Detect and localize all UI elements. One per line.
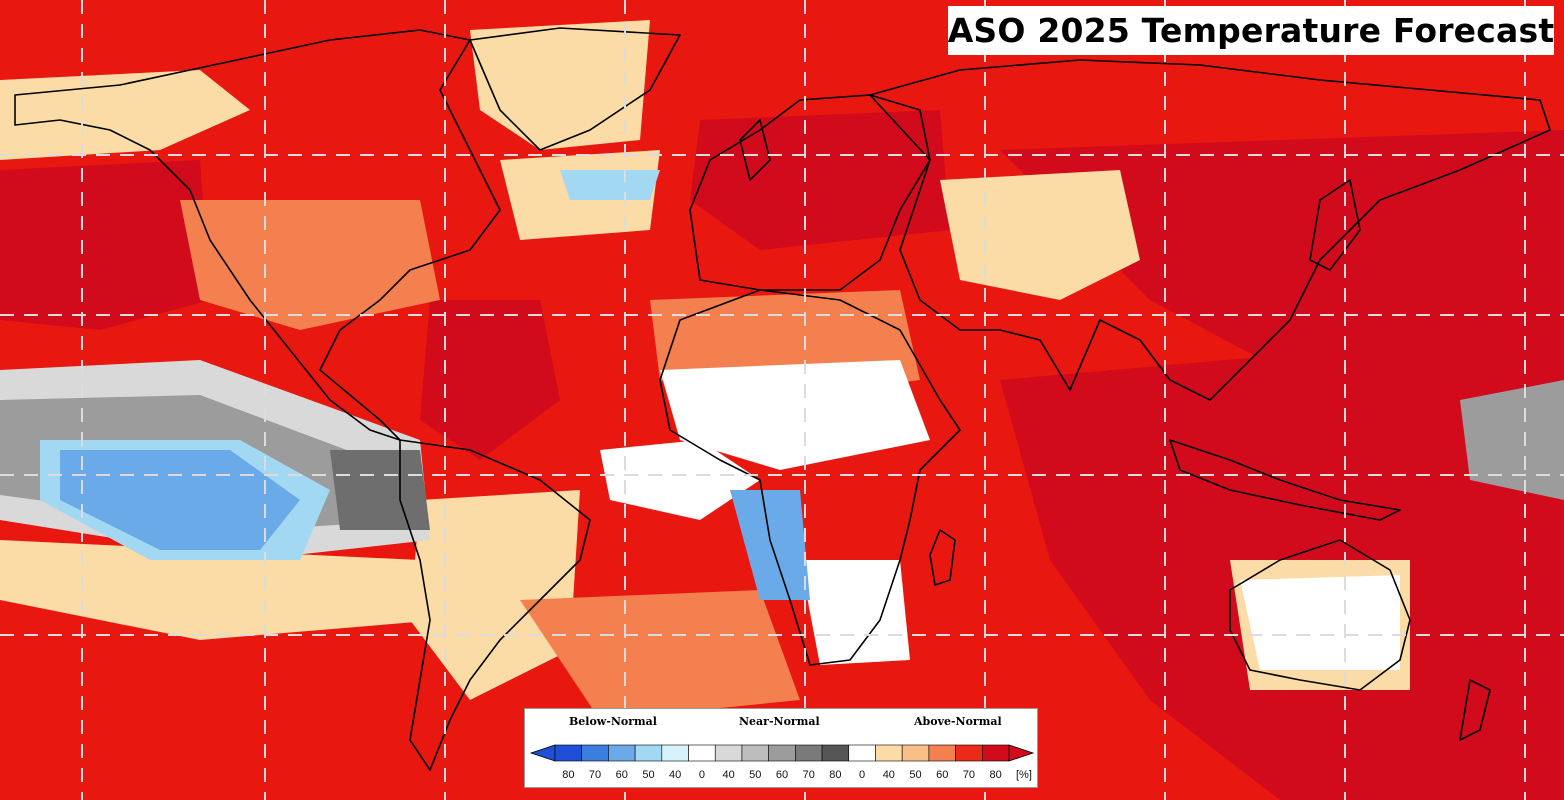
legend-tick-label: 70 — [962, 769, 976, 781]
legend-tick-label: 50 — [749, 769, 762, 781]
fill-region-north-pacific — [0, 160, 210, 330]
legend-tick-label: 60 — [615, 769, 628, 781]
fill-region-asia — [1000, 130, 1564, 380]
fill-region-central-asia — [940, 170, 1140, 300]
legend-category-near: Near-Normal — [739, 715, 820, 728]
outline-new-zealand — [1459, 679, 1491, 741]
legend-swatch — [955, 744, 983, 762]
legend-tick-label: 60 — [775, 769, 789, 781]
legend-tick-label: 60 — [936, 769, 949, 781]
legend-tick-label: 80 — [989, 769, 1002, 781]
legend-swatch — [608, 744, 636, 762]
fill-region-sahel — [660, 360, 930, 470]
outline-south-america — [399, 439, 591, 771]
legend-arrow-right — [1008, 744, 1035, 762]
fill-region-west-pacific — [1460, 380, 1564, 500]
legend-tick-label: 40 — [882, 769, 895, 781]
fill-region-caribbean — [420, 300, 560, 460]
fill-region-labrador-sea — [560, 170, 660, 200]
legend-tick-label: 80 — [829, 769, 842, 781]
legend-swatch — [875, 744, 903, 762]
fill-region-angola-coast — [730, 490, 810, 600]
fill-region-north-america — [180, 200, 440, 330]
legend-tick-label: 50 — [909, 769, 922, 781]
legend-tick-label: 0 — [698, 769, 705, 781]
legend-tick-label: 80 — [562, 769, 575, 781]
legend-swatch — [821, 744, 850, 762]
fill-region-europe — [690, 110, 950, 250]
legend-swatch — [928, 744, 956, 762]
legend-swatch — [581, 744, 609, 762]
legend-swatch — [634, 744, 663, 762]
outline-africa — [659, 289, 961, 666]
outline-uk — [739, 119, 771, 181]
outline-asia — [869, 59, 1551, 401]
fill-region-peru-coast — [330, 450, 430, 530]
legend-colorbar — [529, 744, 1035, 762]
legend-category-above: Above-Normal — [914, 715, 1002, 728]
legend-swatch — [714, 744, 743, 762]
country-borders — [14, 27, 1551, 771]
fill-region-greenland — [470, 20, 650, 150]
legend-tick-label: 40 — [722, 769, 735, 781]
color-legend: Below-Normal Near-Normal Above-Normal 80… — [524, 708, 1038, 788]
outline-australia — [1229, 539, 1411, 691]
legend-arrow-left — [529, 744, 556, 762]
legend-unit: [%] — [1016, 769, 1032, 781]
legend-swatch — [901, 744, 930, 762]
legend-swatch — [554, 744, 583, 762]
legend-swatch — [981, 744, 1010, 762]
outline-north-america — [14, 29, 501, 441]
legend-tick-label: 0 — [859, 769, 866, 781]
legend-swatch — [795, 744, 823, 762]
map-title: ASO 2025 Temperature Forecast — [948, 6, 1554, 55]
legend-swatch — [661, 744, 689, 762]
legend-swatch — [688, 744, 716, 762]
fill-region-alaska — [0, 70, 250, 160]
fill-region-south-pacific-band — [0, 540, 440, 640]
outline-madagascar — [929, 529, 956, 586]
legend-tick-label: 70 — [588, 769, 602, 781]
fill-region-south-america — [410, 490, 580, 700]
legend-tick-label: 40 — [669, 769, 682, 781]
legend-swatch — [768, 744, 796, 762]
fill-region-southern-africa — [800, 560, 910, 665]
outline-indonesia — [1169, 439, 1401, 521]
legend-category-below: Below-Normal — [569, 715, 657, 728]
fill-region-australia — [1240, 575, 1400, 670]
legend-tick-label: 50 — [642, 769, 655, 781]
legend-tick-label: 70 — [802, 769, 815, 781]
legend-swatch — [848, 744, 876, 762]
outline-greenland — [469, 27, 681, 151]
fill-region-south-atlantic — [520, 590, 800, 720]
legend-swatch — [741, 744, 769, 762]
